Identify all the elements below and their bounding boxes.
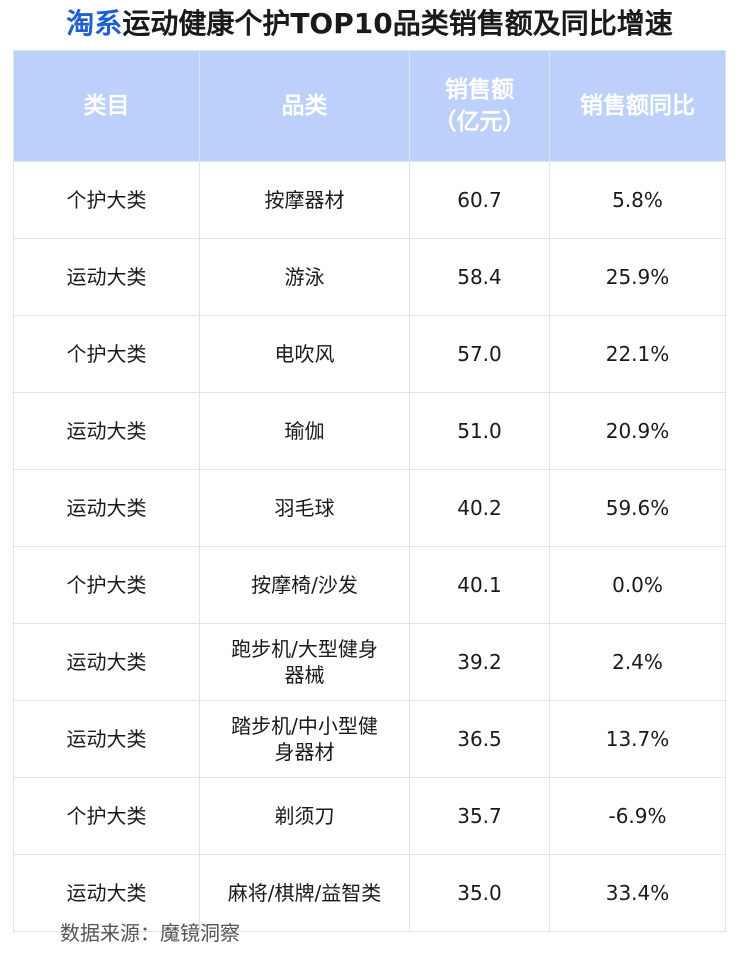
table-row: 运动大类 麻将/棋牌/益智类 35.0 33.4% [13, 854, 726, 932]
cell-category: 个护大类 [13, 546, 200, 624]
title-text: 运动健康个护TOP10品类销售额及同比增速 [122, 7, 673, 40]
table-row: 运动大类 踏步机/中小型健身器材 36.5 13.7% [13, 700, 726, 778]
cell-category: 个护大类 [13, 777, 200, 855]
cell-yoy: 59.6% [549, 469, 726, 547]
header-sales-line: （亿元） [433, 109, 526, 135]
cell-yoy: 0.0% [549, 546, 726, 624]
cell-sales: 40.2 [409, 469, 550, 547]
header-item: 品类 [199, 50, 410, 162]
cell-yoy: 13.7% [549, 700, 726, 778]
cell-item: 按摩器材 [199, 161, 410, 239]
table-body: 个护大类 按摩器材 60.7 5.8% 运动大类 游泳 58.4 25.9% 个护大类 电吹风 57… [13, 161, 726, 932]
cell-item: 跑步机/大型健身器械 [199, 623, 410, 701]
cell-item-text: 电吹风 [274, 342, 335, 366]
cell-yoy: 33.4% [549, 854, 726, 932]
cell-yoy: 25.9% [549, 238, 726, 316]
sales-table: 类目 品类 销售额 （亿元） 销售额同比 个护大类 按摩器材 60.7 5.8% 运动大类… [13, 50, 726, 932]
table-row: 个护大类 电吹风 57.0 22.1% [13, 315, 726, 393]
cell-sales: 57.0 [409, 315, 550, 393]
table-row: 运动大类 游泳 58.4 25.9% [13, 238, 726, 316]
cell-yoy: 20.9% [549, 392, 726, 470]
data-source: 数据来源：魔镜洞察 [60, 921, 240, 945]
cell-yoy: -6.9% [549, 777, 726, 855]
cell-item: 游泳 [199, 238, 410, 316]
cell-item-text: 游泳 [284, 265, 325, 289]
title-brand: 淘系 [66, 7, 123, 40]
page-title: 淘系运动健康个护TOP10品类销售额及同比增速 [0, 4, 739, 44]
table-row: 个护大类 剃须刀 35.7 -6.9% [13, 777, 726, 855]
cell-sales: 58.4 [409, 238, 550, 316]
cell-item: 踏步机/中小型健身器材 [199, 700, 410, 778]
cell-yoy: 22.1% [549, 315, 726, 393]
cell-item: 剃须刀 [199, 777, 410, 855]
table-row: 个护大类 按摩椅/沙发 40.1 0.0% [13, 546, 726, 624]
cell-item-text: 按摩器材 [264, 188, 345, 212]
cell-sales: 39.2 [409, 623, 550, 701]
cell-category: 运动大类 [13, 392, 200, 470]
cell-item-text: 按摩椅/沙发 [251, 573, 358, 597]
cell-item: 按摩椅/沙发 [199, 546, 410, 624]
cell-sales: 60.7 [409, 161, 550, 239]
cell-item-text: 麻将/棋牌/益智类 [227, 881, 382, 905]
table-header-row: 类目 品类 销售额 （亿元） 销售额同比 [13, 50, 726, 162]
cell-category: 运动大类 [13, 238, 200, 316]
cell-item-text: 踏步机/中小型健身器材 [231, 714, 378, 764]
table-row: 个护大类 按摩器材 60.7 5.8% [13, 161, 726, 239]
header-sales: 销售额 （亿元） [409, 50, 550, 162]
cell-item-text: 瑜伽 [284, 419, 325, 443]
cell-category: 运动大类 [13, 700, 200, 778]
cell-item-text: 羽毛球 [274, 496, 335, 520]
cell-item: 电吹风 [199, 315, 410, 393]
cell-category: 运动大类 [13, 623, 200, 701]
cell-item: 羽毛球 [199, 469, 410, 547]
cell-sales: 35.7 [409, 777, 550, 855]
cell-sales: 35.0 [409, 854, 550, 932]
cell-category: 运动大类 [13, 469, 200, 547]
cell-sales: 51.0 [409, 392, 550, 470]
header-sales-label: 销售额 （亿元） [434, 77, 526, 135]
header-yoy: 销售额同比 [549, 50, 726, 162]
header-sales-line: 销售额 [445, 77, 514, 103]
cell-item-text: 跑步机/大型健身器械 [231, 637, 378, 687]
table-row: 运动大类 瑜伽 51.0 20.9% [13, 392, 726, 470]
cell-category: 个护大类 [13, 315, 200, 393]
table-row: 运动大类 羽毛球 40.2 59.6% [13, 469, 726, 547]
cell-category: 运动大类 [13, 854, 200, 932]
cell-item: 瑜伽 [199, 392, 410, 470]
cell-yoy: 5.8% [549, 161, 726, 239]
cell-category: 个护大类 [13, 161, 200, 239]
cell-sales: 36.5 [409, 700, 550, 778]
cell-item-text: 剃须刀 [274, 804, 335, 828]
cell-item: 麻将/棋牌/益智类 [199, 854, 410, 932]
cell-yoy: 2.4% [549, 623, 726, 701]
cell-sales: 40.1 [409, 546, 550, 624]
header-category: 类目 [13, 50, 200, 162]
table-row: 运动大类 跑步机/大型健身器械 39.2 2.4% [13, 623, 726, 701]
